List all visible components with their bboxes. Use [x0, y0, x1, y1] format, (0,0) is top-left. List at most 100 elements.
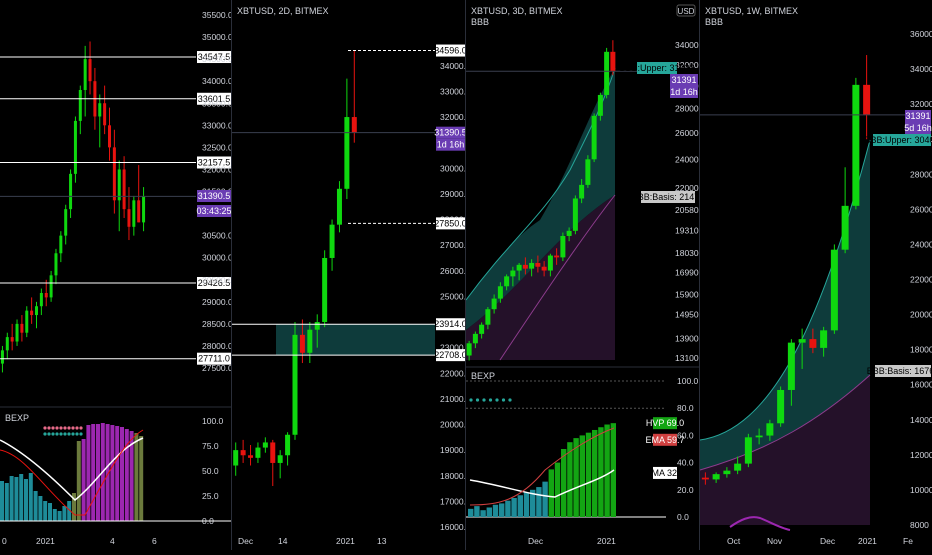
x-tick-label: 4 [110, 536, 115, 546]
bexp-dot [508, 398, 512, 402]
panel-xbtusd-2d[interactable]: 34500.034000.033000.032000.031000.030000… [232, 0, 471, 550]
bbb-cloud [700, 140, 870, 470]
level-label-box [197, 156, 231, 169]
candle-body [777, 389, 785, 424]
y-tick-label: 33000.0 [440, 86, 471, 96]
candle-body [233, 450, 239, 466]
bexp-dot [482, 398, 486, 402]
bexp-y-tick: 20.0 [677, 485, 694, 495]
y-tick-label: 13100 [675, 353, 699, 363]
candle-body [809, 339, 817, 348]
bexp-dot [75, 426, 79, 430]
candle-body [852, 84, 860, 206]
price-label-box [670, 74, 698, 86]
candle-body [285, 434, 291, 456]
candle-body [240, 450, 246, 456]
candle-body [798, 339, 806, 343]
y-tick-label: 28500.0 [202, 319, 233, 329]
y-tick-label: 8000 [910, 520, 929, 530]
level-label: 34547.5 [198, 52, 231, 62]
candle-body [329, 224, 335, 258]
bexp-bar [28, 473, 33, 521]
bbb-cloud-lower [466, 195, 615, 360]
bexp-bar [542, 481, 548, 517]
bbb-upper-tag: BBB:Upper: 31538 [619, 63, 694, 73]
bexp-bar [115, 426, 120, 521]
y-tick-label: 32500.0 [202, 142, 233, 152]
bexp-dot [469, 398, 473, 402]
candle-body [59, 235, 63, 254]
bexp-y-tick: 50.0 [202, 466, 219, 476]
candle-body [127, 209, 131, 227]
candle-body [137, 200, 141, 223]
y-tick-label: 18000 [910, 345, 932, 355]
candle-body [78, 90, 82, 121]
bexp-bar [523, 492, 530, 517]
bexp-dot [71, 426, 75, 430]
y-tick-label: 20000 [910, 310, 932, 320]
bexp-bar [134, 433, 139, 521]
candle-body [44, 292, 48, 298]
bexp-bar [598, 427, 604, 517]
bbb-basis-tag-box [641, 191, 695, 203]
y-tick-label: 26000 [910, 204, 932, 214]
y-tick-label: 20000.0 [440, 420, 471, 430]
bexp-bar [579, 435, 585, 517]
bexp-dot [63, 426, 67, 430]
candle-body [504, 276, 510, 287]
panel-xbtusd-1w[interactable]: 3600034000320003000028000260002400022000… [699, 0, 932, 550]
level-label: 27711.0 [198, 354, 230, 364]
hvp-tag-box [653, 417, 677, 430]
bbb-cloud-lower [700, 375, 870, 525]
countdown-label-box [670, 86, 698, 98]
level-label-box [197, 276, 231, 289]
candle-body [30, 310, 34, 316]
bexp-bar [486, 507, 492, 517]
price-label-box [905, 110, 931, 122]
candle-body [255, 447, 261, 458]
y-tick-label: 28000 [675, 104, 699, 114]
candle-body [535, 262, 541, 267]
candle-body [497, 286, 503, 299]
y-tick-label: 30000.0 [440, 163, 471, 173]
x-tick-label: 2021 [36, 536, 55, 546]
bexp-bar [105, 424, 110, 521]
panel-xbtusd-4h[interactable]: 34547.5 33601.5 32157.5 29426.5 27711.0 35500… [0, 0, 233, 550]
bexp-bar [585, 432, 592, 517]
panel-xbtusd-3d[interactable]: 3400032000300002800026000240002200020580… [465, 0, 704, 550]
candle-body [820, 330, 828, 348]
bexp-bar [129, 431, 134, 521]
y-tick-label: 26000 [675, 128, 699, 138]
countdown-label: 03:43:25 [196, 206, 231, 216]
level-label: 23914.0 [434, 319, 467, 329]
y-tick-label: 30000.0 [202, 253, 233, 263]
bexp-y-tick: 0.0 [677, 512, 689, 522]
bexp-bar [38, 496, 43, 521]
y-tick-label: 22000.0 [440, 368, 471, 378]
panel-background [232, 0, 465, 550]
candle-body [516, 264, 522, 271]
x-tick-label: 13 [377, 536, 387, 546]
bexp-dot [67, 426, 71, 430]
candle-body [69, 173, 73, 210]
bexp-y-tick: 100.0 [677, 376, 699, 386]
bexp-bar [592, 429, 598, 517]
bexp-bar [91, 424, 96, 521]
x-tick-label: 0 [2, 536, 7, 546]
candle-body [841, 205, 849, 250]
bexp-stub-line [729, 516, 791, 531]
indicator-label: BBB [471, 17, 489, 27]
countdown-label: 1d 16h [670, 87, 698, 97]
bexp-bar [499, 503, 505, 517]
bexp-bar [0, 481, 4, 521]
candle-body [10, 337, 14, 342]
bbb-cloud-upper [466, 68, 615, 330]
bexp-bar [48, 503, 52, 521]
bexp-bar [67, 501, 72, 521]
bexp-bar [33, 491, 38, 521]
candle-body [132, 200, 136, 227]
candle-body [314, 322, 320, 330]
y-tick-label: 16990 [675, 268, 699, 278]
candle-body [491, 298, 497, 310]
